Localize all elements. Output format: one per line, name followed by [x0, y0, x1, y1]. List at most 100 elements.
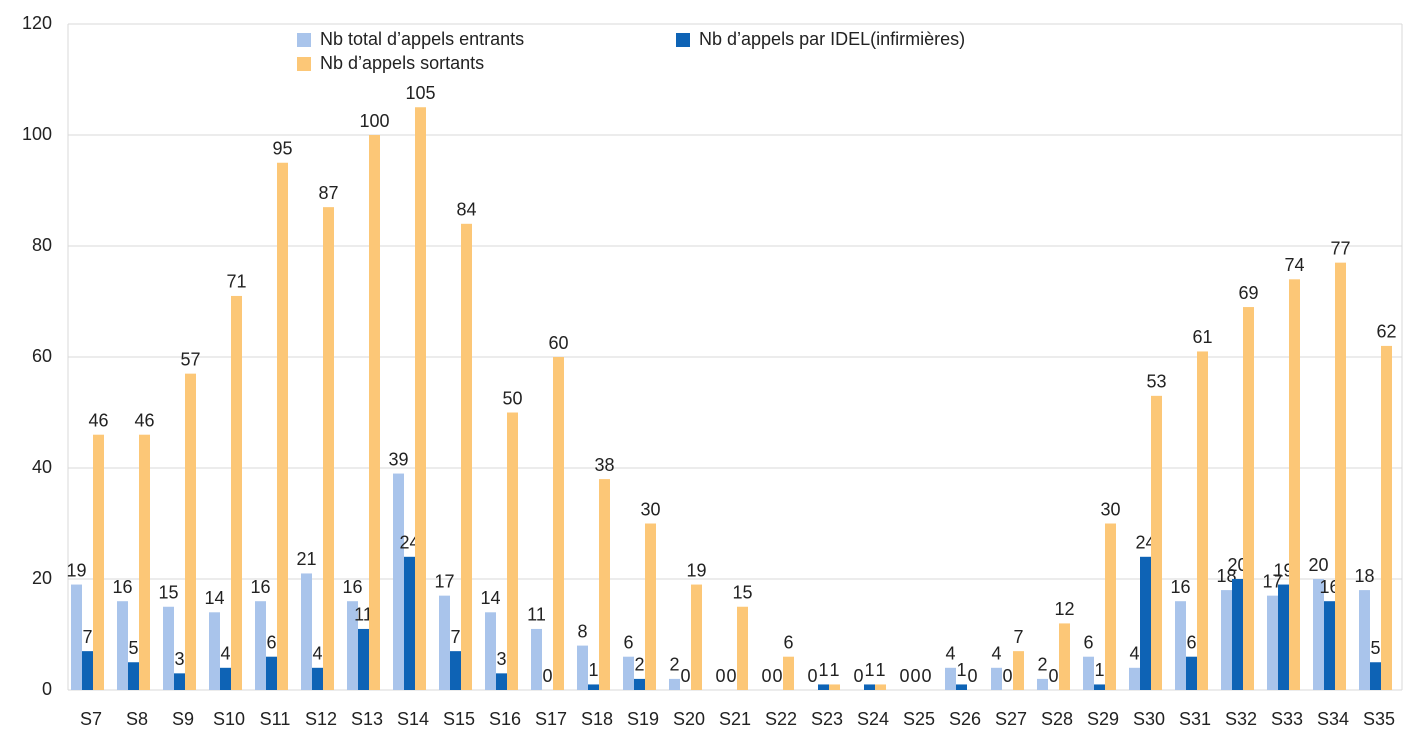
bar	[485, 612, 496, 690]
bar	[231, 295, 242, 690]
value-label: 0	[542, 666, 552, 686]
value-label: 4	[945, 644, 955, 664]
bar	[450, 651, 461, 690]
value-label: 46	[134, 410, 154, 430]
value-label: 19	[66, 560, 86, 580]
bar	[783, 656, 794, 690]
bar	[669, 678, 680, 690]
x-tick-label: S34	[1317, 709, 1349, 729]
bar	[369, 135, 380, 690]
bar	[1221, 590, 1232, 690]
x-tick-label: S8	[126, 709, 148, 729]
value-label: 0	[772, 666, 782, 686]
bar	[301, 573, 312, 690]
value-label: 7	[82, 627, 92, 647]
bar	[1313, 579, 1324, 690]
value-label: 21	[296, 549, 316, 569]
bar	[393, 473, 404, 690]
value-label: 11	[354, 605, 373, 625]
value-label: 3	[496, 649, 506, 669]
value-label: 0	[726, 666, 736, 686]
bar	[404, 556, 415, 690]
value-label: 1	[875, 660, 885, 680]
value-label: 7	[450, 627, 460, 647]
value-label: 5	[1370, 638, 1380, 658]
bar	[1129, 667, 1140, 690]
bar	[1151, 395, 1162, 690]
value-label: 6	[1186, 632, 1196, 652]
value-label: 46	[88, 410, 108, 430]
bar	[507, 412, 518, 690]
x-tick-label: S12	[305, 709, 337, 729]
value-label: 77	[1330, 238, 1350, 258]
value-label: 6	[783, 632, 793, 652]
bar	[323, 207, 334, 690]
bar	[645, 523, 656, 690]
value-label: 100	[359, 111, 389, 131]
value-label: 71	[226, 272, 246, 292]
bar	[1324, 601, 1335, 690]
bar	[277, 162, 288, 690]
bar	[347, 601, 358, 690]
bar	[1186, 656, 1197, 690]
x-tick-label: S33	[1271, 709, 1303, 729]
value-label: 15	[732, 583, 752, 603]
bar	[1037, 678, 1048, 690]
y-tick-label: 60	[32, 346, 52, 366]
bar	[439, 595, 450, 690]
x-tick-label: S28	[1041, 709, 1073, 729]
value-label: 84	[456, 200, 476, 220]
x-tick-label: S17	[535, 709, 567, 729]
x-tick-label: S20	[673, 709, 705, 729]
bar	[220, 667, 231, 690]
bar	[577, 645, 588, 690]
value-label: 0	[761, 666, 771, 686]
bar	[956, 684, 967, 690]
bar	[93, 434, 104, 690]
value-label: 18	[1216, 566, 1236, 586]
value-label: 1	[864, 660, 874, 680]
x-tick-label: S18	[581, 709, 613, 729]
value-label: 3	[174, 649, 184, 669]
value-label: 0	[715, 666, 725, 686]
y-tick-label: 20	[32, 568, 52, 588]
value-label: 1	[818, 660, 828, 680]
x-tick-label: S31	[1179, 709, 1211, 729]
value-label: 105	[405, 83, 435, 103]
value-label: 24	[399, 533, 419, 553]
x-tick-label: S19	[627, 709, 659, 729]
bar	[1175, 601, 1186, 690]
y-tick-label: 40	[32, 457, 52, 477]
value-label: 4	[312, 644, 322, 664]
bar	[1267, 595, 1278, 690]
value-label: 8	[577, 621, 587, 641]
value-label: 0	[1048, 666, 1058, 686]
value-label: 0	[921, 666, 931, 686]
bar	[266, 656, 277, 690]
value-label: 30	[640, 499, 660, 519]
x-tick-label: S16	[489, 709, 521, 729]
bar	[1289, 279, 1300, 690]
value-label: 18	[1354, 566, 1374, 586]
value-label: 50	[502, 388, 522, 408]
value-label: 11	[527, 605, 546, 625]
bar	[1278, 584, 1289, 690]
value-label: 16	[1319, 577, 1339, 597]
bar	[461, 223, 472, 691]
legend-label: Nb d’appels sortants	[320, 53, 484, 73]
value-label: 14	[480, 588, 500, 608]
bar	[737, 606, 748, 690]
value-label: 30	[1100, 499, 1120, 519]
value-label: 4	[991, 644, 1001, 664]
bar	[1059, 623, 1070, 690]
value-label: 95	[272, 139, 292, 159]
bar	[1083, 656, 1094, 690]
x-tick-label: S29	[1087, 709, 1119, 729]
bar	[553, 357, 564, 690]
value-label: 17	[434, 571, 454, 591]
value-label: 16	[1170, 577, 1190, 597]
value-label: 12	[1054, 599, 1074, 619]
value-label: 20	[1308, 555, 1328, 575]
value-label: 6	[266, 632, 276, 652]
